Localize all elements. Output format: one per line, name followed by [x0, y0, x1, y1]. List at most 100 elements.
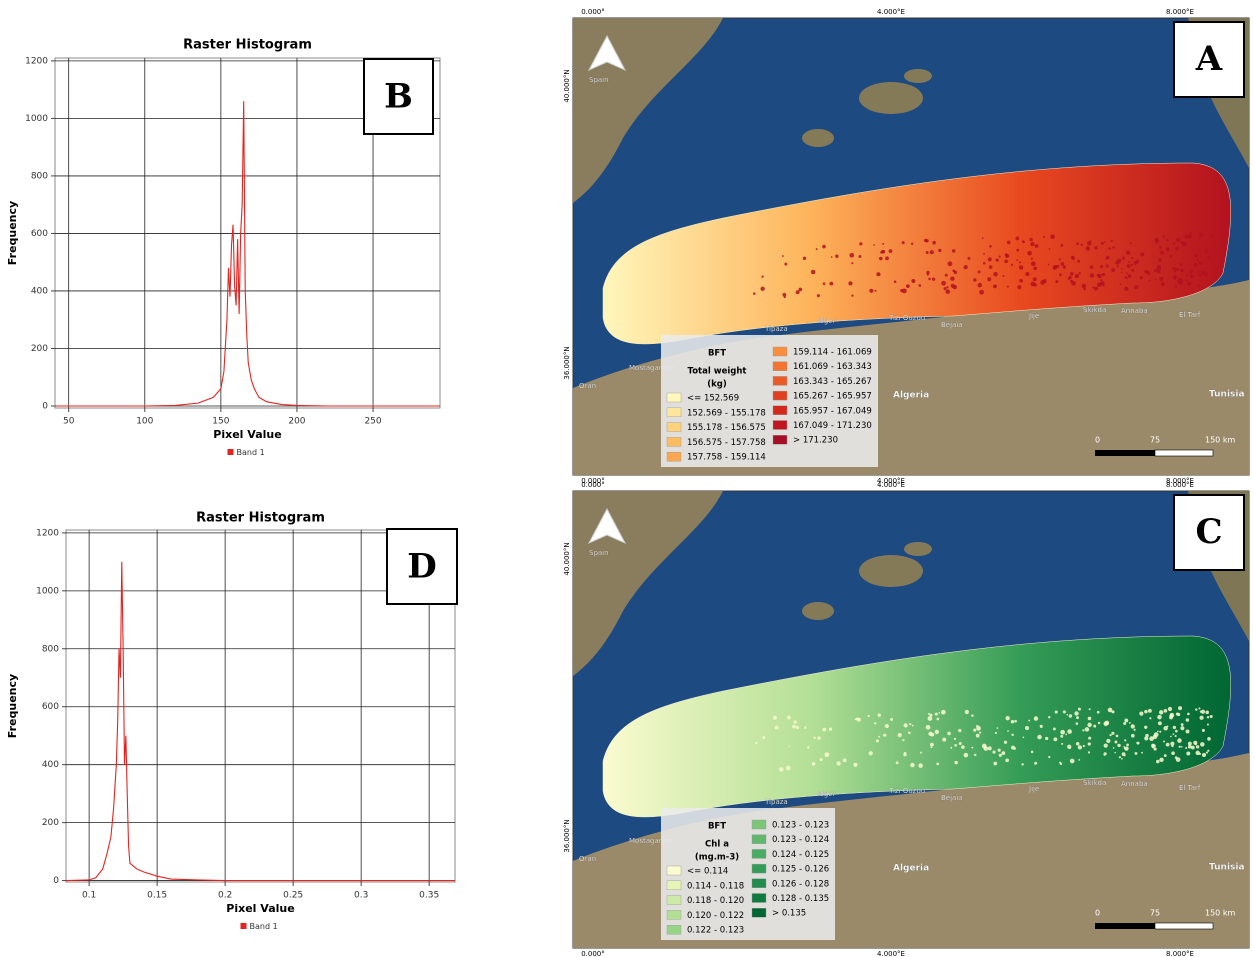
map: 0.000°0.000°4.000°E4.000°E8.000°E8.000°E… [563, 8, 1249, 485]
legend-swatch [773, 362, 787, 371]
sample-point [1157, 730, 1159, 732]
sample-point [1060, 763, 1062, 765]
y-tick-label: 800 [42, 644, 59, 654]
sample-point [1121, 758, 1123, 760]
sample-point [1198, 285, 1200, 287]
sample-point [1049, 248, 1051, 250]
sample-point [1211, 234, 1213, 236]
sample-point [779, 767, 783, 771]
sample-point [1124, 719, 1128, 723]
sample-point [1081, 244, 1083, 246]
sample-point [1126, 272, 1128, 274]
sample-point [926, 271, 929, 274]
sample-point [858, 255, 861, 258]
x-axis-label: Pixel Value [226, 902, 294, 915]
sample-point [1055, 710, 1058, 713]
sample-point [1170, 714, 1173, 717]
sample-point [856, 718, 859, 721]
sample-point [988, 746, 992, 750]
legend: BFTTotal weight(kg)<= 152.569152.569 - 1… [661, 335, 878, 467]
sample-point [1203, 272, 1208, 277]
sample-point [835, 255, 838, 258]
sample-point [989, 265, 993, 269]
sample-point [1097, 283, 1102, 288]
sample-point [932, 278, 935, 281]
x-tick-label: 50 [63, 417, 75, 427]
sample-point [813, 737, 815, 739]
sample-point [890, 718, 893, 721]
legend-swatch [752, 849, 766, 858]
sample-point [930, 733, 934, 737]
sample-point [1186, 752, 1190, 756]
lon-label: 4.000°E [877, 8, 905, 16]
sample-point [936, 718, 939, 721]
sample-point [1124, 739, 1126, 741]
legend-label: 157.758 - 159.114 [687, 453, 766, 463]
sample-point [1056, 265, 1059, 268]
scale-bar [1095, 450, 1155, 456]
place-label: Tizi Ouzou [888, 787, 925, 795]
sample-point [1061, 743, 1063, 745]
sample-point [1067, 729, 1072, 734]
sample-point [1007, 730, 1009, 732]
sample-point [1172, 733, 1174, 735]
sample-point [1029, 238, 1032, 241]
panel-label: A [1195, 39, 1223, 79]
sample-point [902, 739, 904, 741]
sample-point [1207, 750, 1209, 752]
sample-point [755, 742, 757, 744]
y-axis-label: Frequency [6, 674, 19, 738]
sample-point [928, 278, 931, 281]
legend-label: 152.569 - 155.178 [687, 408, 766, 418]
sample-point [1154, 238, 1159, 243]
sample-point [1177, 239, 1180, 242]
sample-point [935, 713, 938, 716]
sample-point [1156, 760, 1160, 764]
legend-label: 0.122 - 0.123 [687, 926, 744, 936]
place-label: Béjaïa [941, 321, 963, 329]
sample-point [1195, 708, 1197, 710]
sample-point [1034, 762, 1037, 765]
sample-point [1149, 280, 1151, 282]
scale-label: 75 [1150, 909, 1160, 918]
sample-point [760, 287, 764, 291]
sample-point [1011, 734, 1013, 736]
sample-point [912, 725, 914, 727]
x-tick-label: 0.3 [354, 891, 368, 901]
lon-label: 4.000°E [877, 481, 905, 489]
sample-point [1088, 737, 1091, 740]
sample-point [998, 749, 1001, 752]
sample-point [1007, 286, 1009, 288]
sample-point [1111, 732, 1114, 735]
legend-swatch [752, 908, 766, 917]
sample-point [784, 263, 787, 266]
sample-point [1199, 716, 1203, 720]
legend-swatch [667, 423, 681, 432]
panel-label: C [1195, 512, 1222, 552]
lon-label: 8.000°E [1166, 8, 1194, 16]
sample-point [1100, 265, 1103, 268]
y-tick-label: 1000 [36, 586, 59, 596]
sample-point [879, 257, 883, 261]
sample-point [982, 744, 987, 749]
sample-point [1140, 252, 1144, 256]
sample-point [1069, 747, 1071, 749]
place-label: Tunisia [1209, 863, 1245, 873]
legend-swatch [667, 896, 681, 905]
sample-point [992, 750, 995, 753]
sample-point [885, 724, 889, 728]
sample-point [1016, 259, 1018, 261]
sample-point [979, 731, 981, 733]
sample-point [1144, 710, 1148, 714]
sample-point [1173, 243, 1175, 245]
sample-point [950, 276, 954, 280]
legend-label: 0.120 - 0.122 [687, 911, 744, 921]
sample-point [1104, 721, 1109, 726]
sample-point [1083, 288, 1086, 291]
sample-point [786, 766, 790, 770]
sample-point [1134, 285, 1138, 289]
scale-label: 150 km [1205, 436, 1235, 445]
sample-point [1154, 269, 1157, 272]
legend-swatch [773, 347, 787, 356]
sample-point [1005, 253, 1008, 256]
